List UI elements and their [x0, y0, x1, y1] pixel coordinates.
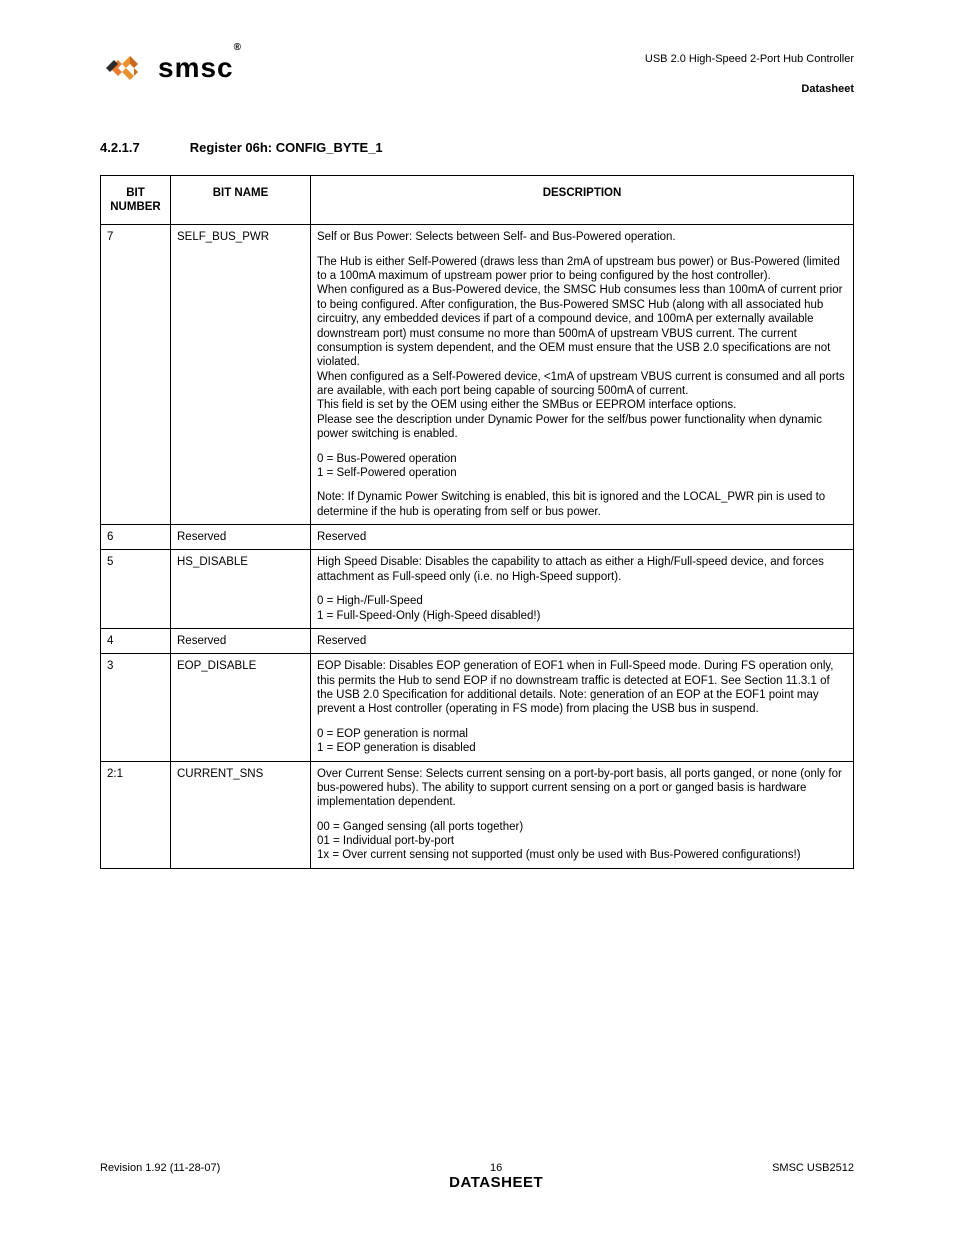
footer-part: SMSC USB2512 [772, 1162, 854, 1174]
th-description: DESCRIPTION [311, 175, 854, 225]
cell-bit-name: CURRENT_SNS [171, 761, 311, 868]
product-line: USB 2.0 High-Speed 2-Port Hub Controller [645, 50, 854, 70]
table-row: 7SELF_BUS_PWR Self or Bus Power: Selects … [101, 225, 854, 525]
cell-bit-number: 3 [101, 654, 171, 761]
cell-bit-name: Reserved [171, 628, 311, 653]
desc-paragraph: Over Current Sense: Selects current sens… [317, 767, 847, 810]
desc-paragraph: 00 = Ganged sensing (all ports together)… [317, 820, 847, 863]
desc-paragraph: EOP Disable: Disables EOP generation of … [317, 659, 847, 717]
cell-bit-name: HS_DISABLE [171, 550, 311, 629]
cell-description: High Speed Disable: Disables the capabil… [311, 550, 854, 629]
table-header-row: BIT NUMBER BIT NAME DESCRIPTION [101, 175, 854, 225]
logo: smsc® [100, 50, 242, 86]
logo-text: smsc® [158, 52, 242, 84]
cell-description: Self or Bus Power: Selects between Self-… [311, 225, 854, 525]
desc-paragraph: High Speed Disable: Disables the capabil… [317, 555, 847, 584]
cell-bit-number: 5 [101, 550, 171, 629]
page-header: smsc® USB 2.0 High-Speed 2-Port Hub Cont… [100, 50, 854, 100]
table-row: 2:1CURRENT_SNSOver Current Sense: Select… [101, 761, 854, 868]
desc-paragraph: 0 = EOP generation is normal1 = EOP gene… [317, 727, 847, 756]
desc-paragraph: Reserved [317, 530, 847, 544]
table-row: 3EOP_DISABLEEOP Disable: Disables EOP ge… [101, 654, 854, 761]
footer-page: 16 [220, 1162, 772, 1174]
cell-bit-name: SELF_BUS_PWR [171, 225, 311, 525]
cell-bit-name: Reserved [171, 525, 311, 550]
desc-paragraph: 0 = Bus-Powered operation1 = Self-Powere… [317, 452, 847, 481]
cell-bit-number: 6 [101, 525, 171, 550]
cell-description: EOP Disable: Disables EOP generation of … [311, 654, 854, 761]
desc-paragraph: Self or Bus Power: Selects between Self-… [317, 230, 847, 244]
desc-paragraph: 0 = High-/Full-Speed1 = Full-Speed-Only … [317, 594, 847, 623]
cell-description: Reserved [311, 525, 854, 550]
cell-bit-name: EOP_DISABLE [171, 654, 311, 761]
section-title: Register 06h: CONFIG_BYTE_1 [190, 140, 383, 155]
footer-doc-type: DATASHEET [220, 1174, 772, 1191]
page-footer: Revision 1.92 (11-28-07) 16 DATASHEET SM… [100, 1162, 854, 1191]
table-row: 5HS_DISABLEHigh Speed Disable: Disables … [101, 550, 854, 629]
section-number: 4.2.1.7 [100, 140, 140, 155]
desc-paragraph: Reserved [317, 634, 847, 648]
section-heading: 4.2.1.7 Register 06h: CONFIG_BYTE_1 [100, 140, 854, 155]
cell-description: Reserved [311, 628, 854, 653]
cell-bit-number: 2:1 [101, 761, 171, 868]
th-bit-name: BIT NAME [171, 175, 311, 225]
footer-center: 16 DATASHEET [220, 1162, 772, 1191]
desc-paragraph: The Hub is either Self-Powered (draws le… [317, 255, 847, 442]
footer-revision: Revision 1.92 (11-28-07) [100, 1162, 220, 1174]
smsc-logo-icon [100, 50, 150, 86]
header-right: USB 2.0 High-Speed 2-Port Hub Controller… [645, 50, 854, 100]
table-row: 6ReservedReserved [101, 525, 854, 550]
desc-paragraph: Note: If Dynamic Power Switching is enab… [317, 490, 847, 519]
cell-description: Over Current Sense: Selects current sens… [311, 761, 854, 868]
register-table: BIT NUMBER BIT NAME DESCRIPTION 7SELF_BU… [100, 175, 854, 869]
doc-type: Datasheet [645, 80, 854, 100]
cell-bit-number: 7 [101, 225, 171, 525]
table-row: 4ReservedReserved [101, 628, 854, 653]
th-bit-number: BIT NUMBER [101, 175, 171, 225]
cell-bit-number: 4 [101, 628, 171, 653]
